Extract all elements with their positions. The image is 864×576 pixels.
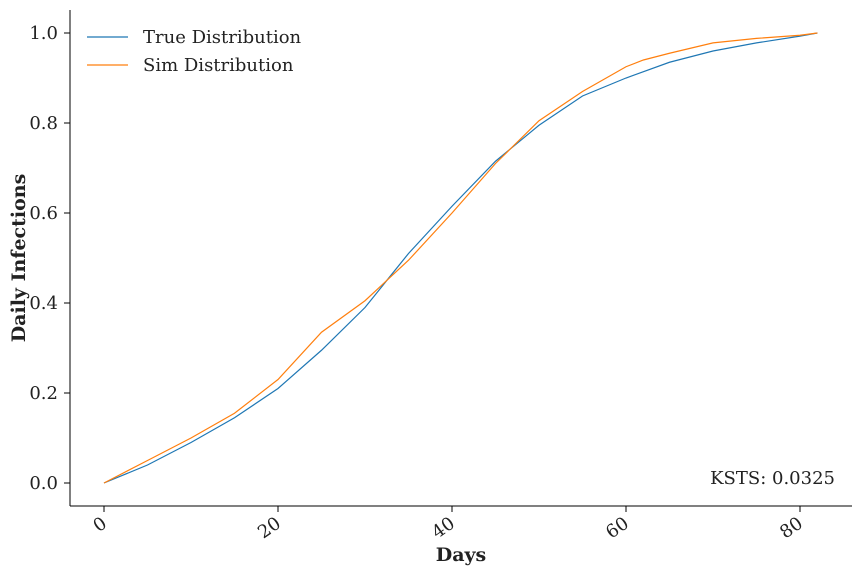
y-axis-title: Daily Infections xyxy=(8,174,30,343)
x-axis-title: Days xyxy=(436,544,487,566)
plot-area xyxy=(103,32,818,484)
y-tick-label: 0.2 xyxy=(29,383,58,404)
y-tick-label: 0.6 xyxy=(29,203,58,224)
series-line-true-distribution xyxy=(103,32,818,484)
legend-label: Sim Distribution xyxy=(143,55,294,76)
ksts-annotation: KSTS: 0.0325 xyxy=(710,468,835,489)
x-tick-label: 20 xyxy=(254,513,285,543)
legend-label: True Distribution xyxy=(143,27,302,48)
series-line-sim-distribution xyxy=(103,32,818,484)
x-tick-label: 0 xyxy=(89,513,110,537)
legend: True Distribution Sim Distribution xyxy=(87,27,302,76)
x-axis: 0 20 40 60 80 xyxy=(70,505,852,543)
y-tick-label: 0.4 xyxy=(29,293,58,314)
x-tick-label: 80 xyxy=(776,513,807,543)
y-tick-label: 0.0 xyxy=(29,473,58,494)
x-tick-label: 60 xyxy=(602,513,633,543)
y-axis: 0.0 0.2 0.4 0.6 0.8 1.0 xyxy=(29,10,71,506)
y-tick-label: 0.8 xyxy=(29,113,58,134)
x-tick-label: 40 xyxy=(428,513,459,543)
y-tick-label: 1.0 xyxy=(29,23,58,44)
